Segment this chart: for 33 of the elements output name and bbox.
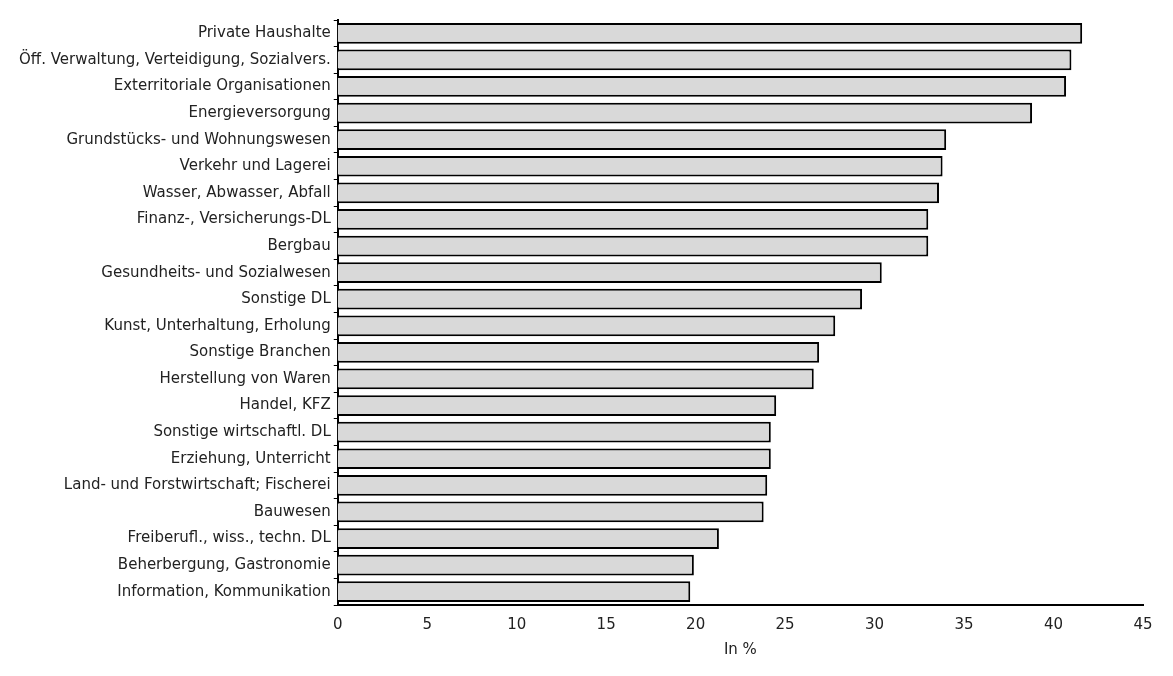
y-tick-label: Bauwesen [253,501,331,520]
y-tick-label: Information, Kommunikation [117,581,331,600]
x-tick-label: 25 [775,614,795,633]
x-tick-label: 0 [332,614,343,633]
y-tick-label: Private Haushalte [197,23,331,42]
x-tick-label: 5 [422,614,432,633]
y-tick-label: Wasser, Abwasser, Abfall [142,182,331,201]
y-tick-label: Sonstige wirtschaftl. DL [153,422,332,441]
y-tick-label: Grundstücks- und Wohnungswesen [66,129,331,148]
x-axis-title: In % [723,639,757,658]
y-tick-label: Sonstige Branchen [189,342,331,361]
x-tick-label: 15 [596,614,616,633]
y-tick-label: Sonstige DL [241,289,332,308]
y-tick-label: Beherbergung, Gastronomie [117,555,331,573]
y-tick-label: Energieversorgung [188,102,331,121]
y-tick-label: Verkehr und Lagerei [179,156,331,175]
y-tick-label: Erziehung, Unterricht [170,448,331,467]
x-tick-label: 20 [686,614,706,633]
y-tick-label: Kunst, Unterhaltung, Erholung [104,315,331,334]
y-tick-label: Exterritoriale Organisationen [113,76,331,95]
x-tick-label: 10 [507,614,527,633]
y-tick-label: Land- und Forstwirtschaft; Fischerei [63,475,331,494]
y-tick-label: Freiberufl., wiss., techn. DL [127,528,332,547]
y-tick-label: Handel, KFZ [239,395,331,414]
x-tick-label: 35 [954,614,974,633]
x-tick-label: 45 [1133,614,1153,633]
y-tick-label: Gesundheits- und Sozialwesen [101,262,331,281]
y-tick-label: Finanz-, Versicherungs-DL [136,209,332,228]
y-tick-label: Bergbau [267,235,331,254]
y-tick-label: Herstellung von Waren [159,368,331,387]
x-tick-label: 30 [865,614,885,633]
y-tick-label: Öff. Verwaltung, Verteidigung, Sozialvers. [18,48,331,68]
x-tick-label: 40 [1043,614,1064,633]
